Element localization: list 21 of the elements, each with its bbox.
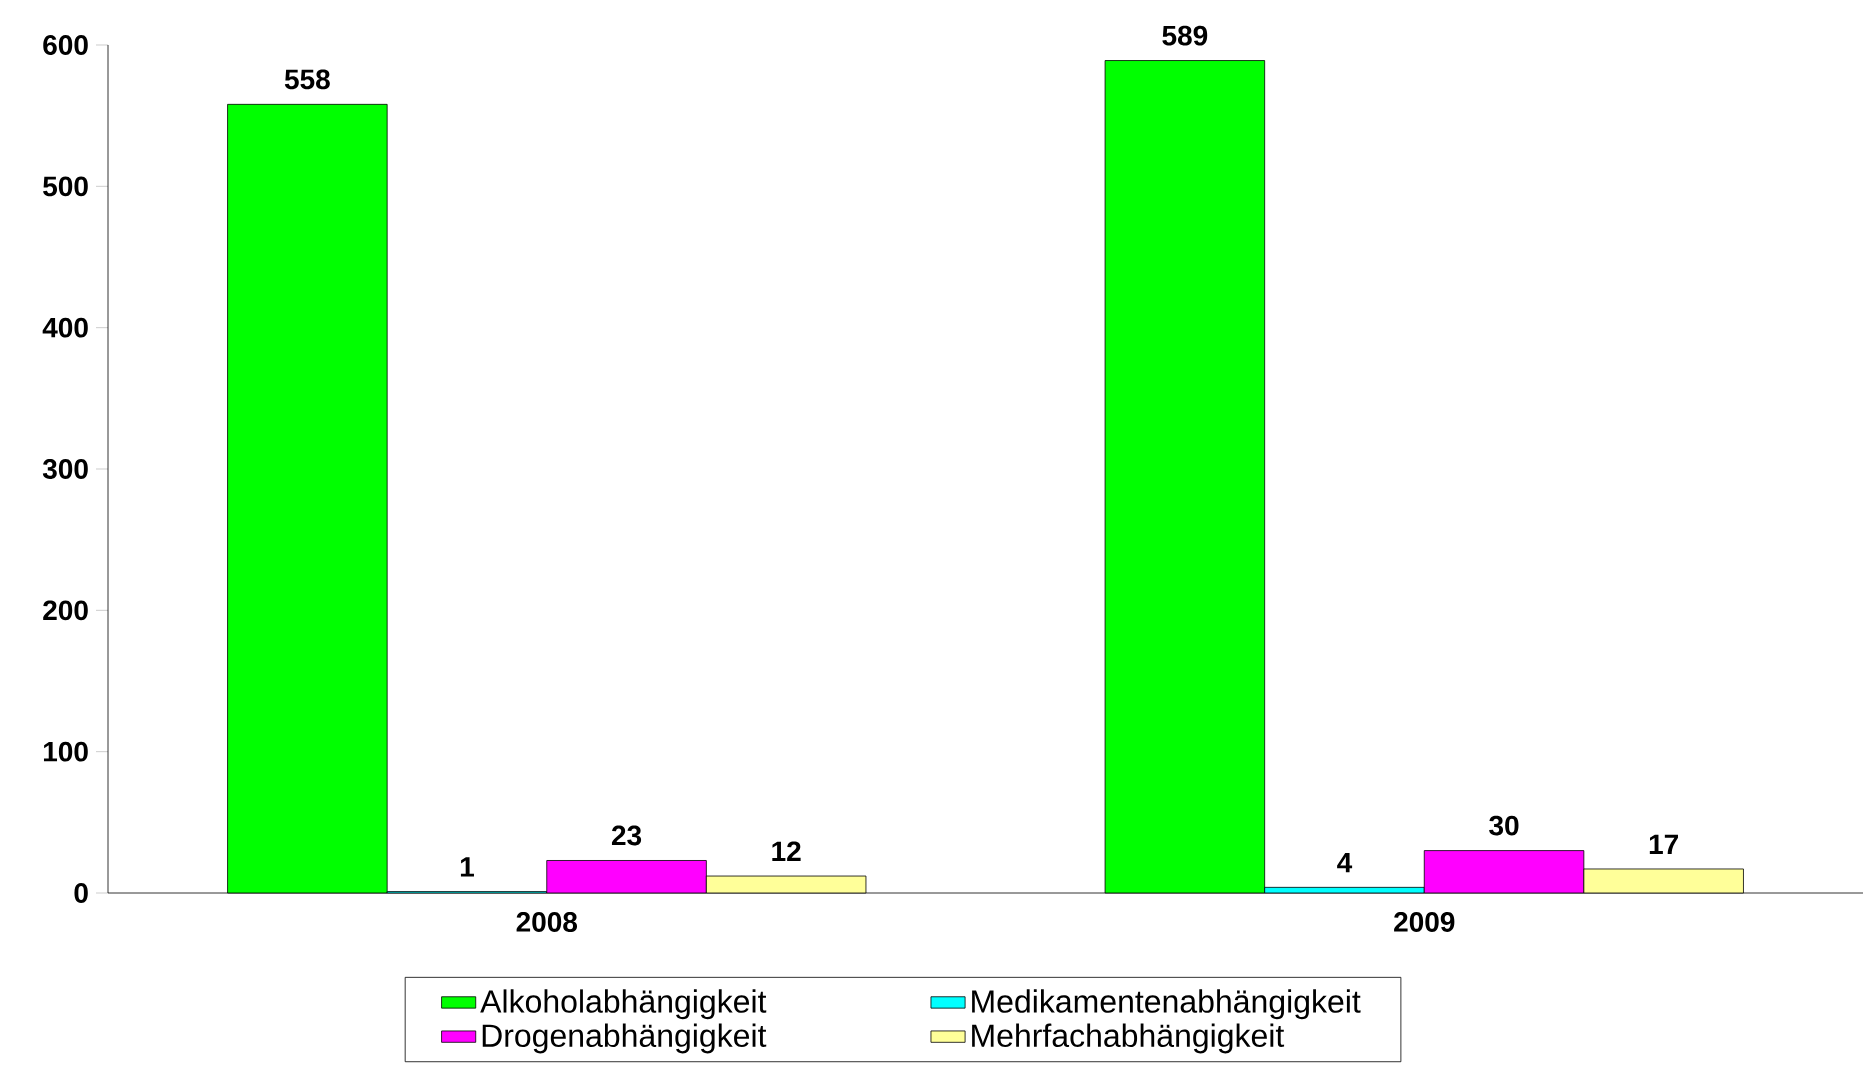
data-label: 12 — [772, 841, 801, 861]
y-tick-label: 0 — [74, 883, 88, 903]
y-tick-label: 600 — [43, 35, 88, 55]
data-label: 558 — [284, 69, 330, 90]
data-label: 23 — [611, 825, 642, 846]
y-tick-label: 200 — [43, 600, 88, 621]
legend-label: Mehrfachabhängigkeit — [972, 1023, 1285, 1054]
x-tick-label: 2008 — [516, 912, 578, 932]
y-tick-label: 500 — [43, 176, 88, 197]
data-label: 4 — [1337, 853, 1353, 873]
data-label: 1 — [460, 857, 474, 877]
y-tick-label: 300 — [42, 459, 88, 479]
data-label: 30 — [1489, 815, 1519, 836]
y-tick-label: 400 — [42, 317, 88, 338]
data-label: 589 — [1162, 25, 1208, 46]
legend-label: Alkoholabhängigkeit — [480, 989, 767, 1020]
legend-label: Medikamentenabhängigkeit — [972, 989, 1361, 1020]
data-label: 17 — [1649, 834, 1678, 854]
y-tick-label: 100 — [43, 741, 88, 762]
x-tick-label: 2009 — [1394, 912, 1455, 932]
legend-label: Drogenabhängigkeit — [482, 1023, 767, 1054]
